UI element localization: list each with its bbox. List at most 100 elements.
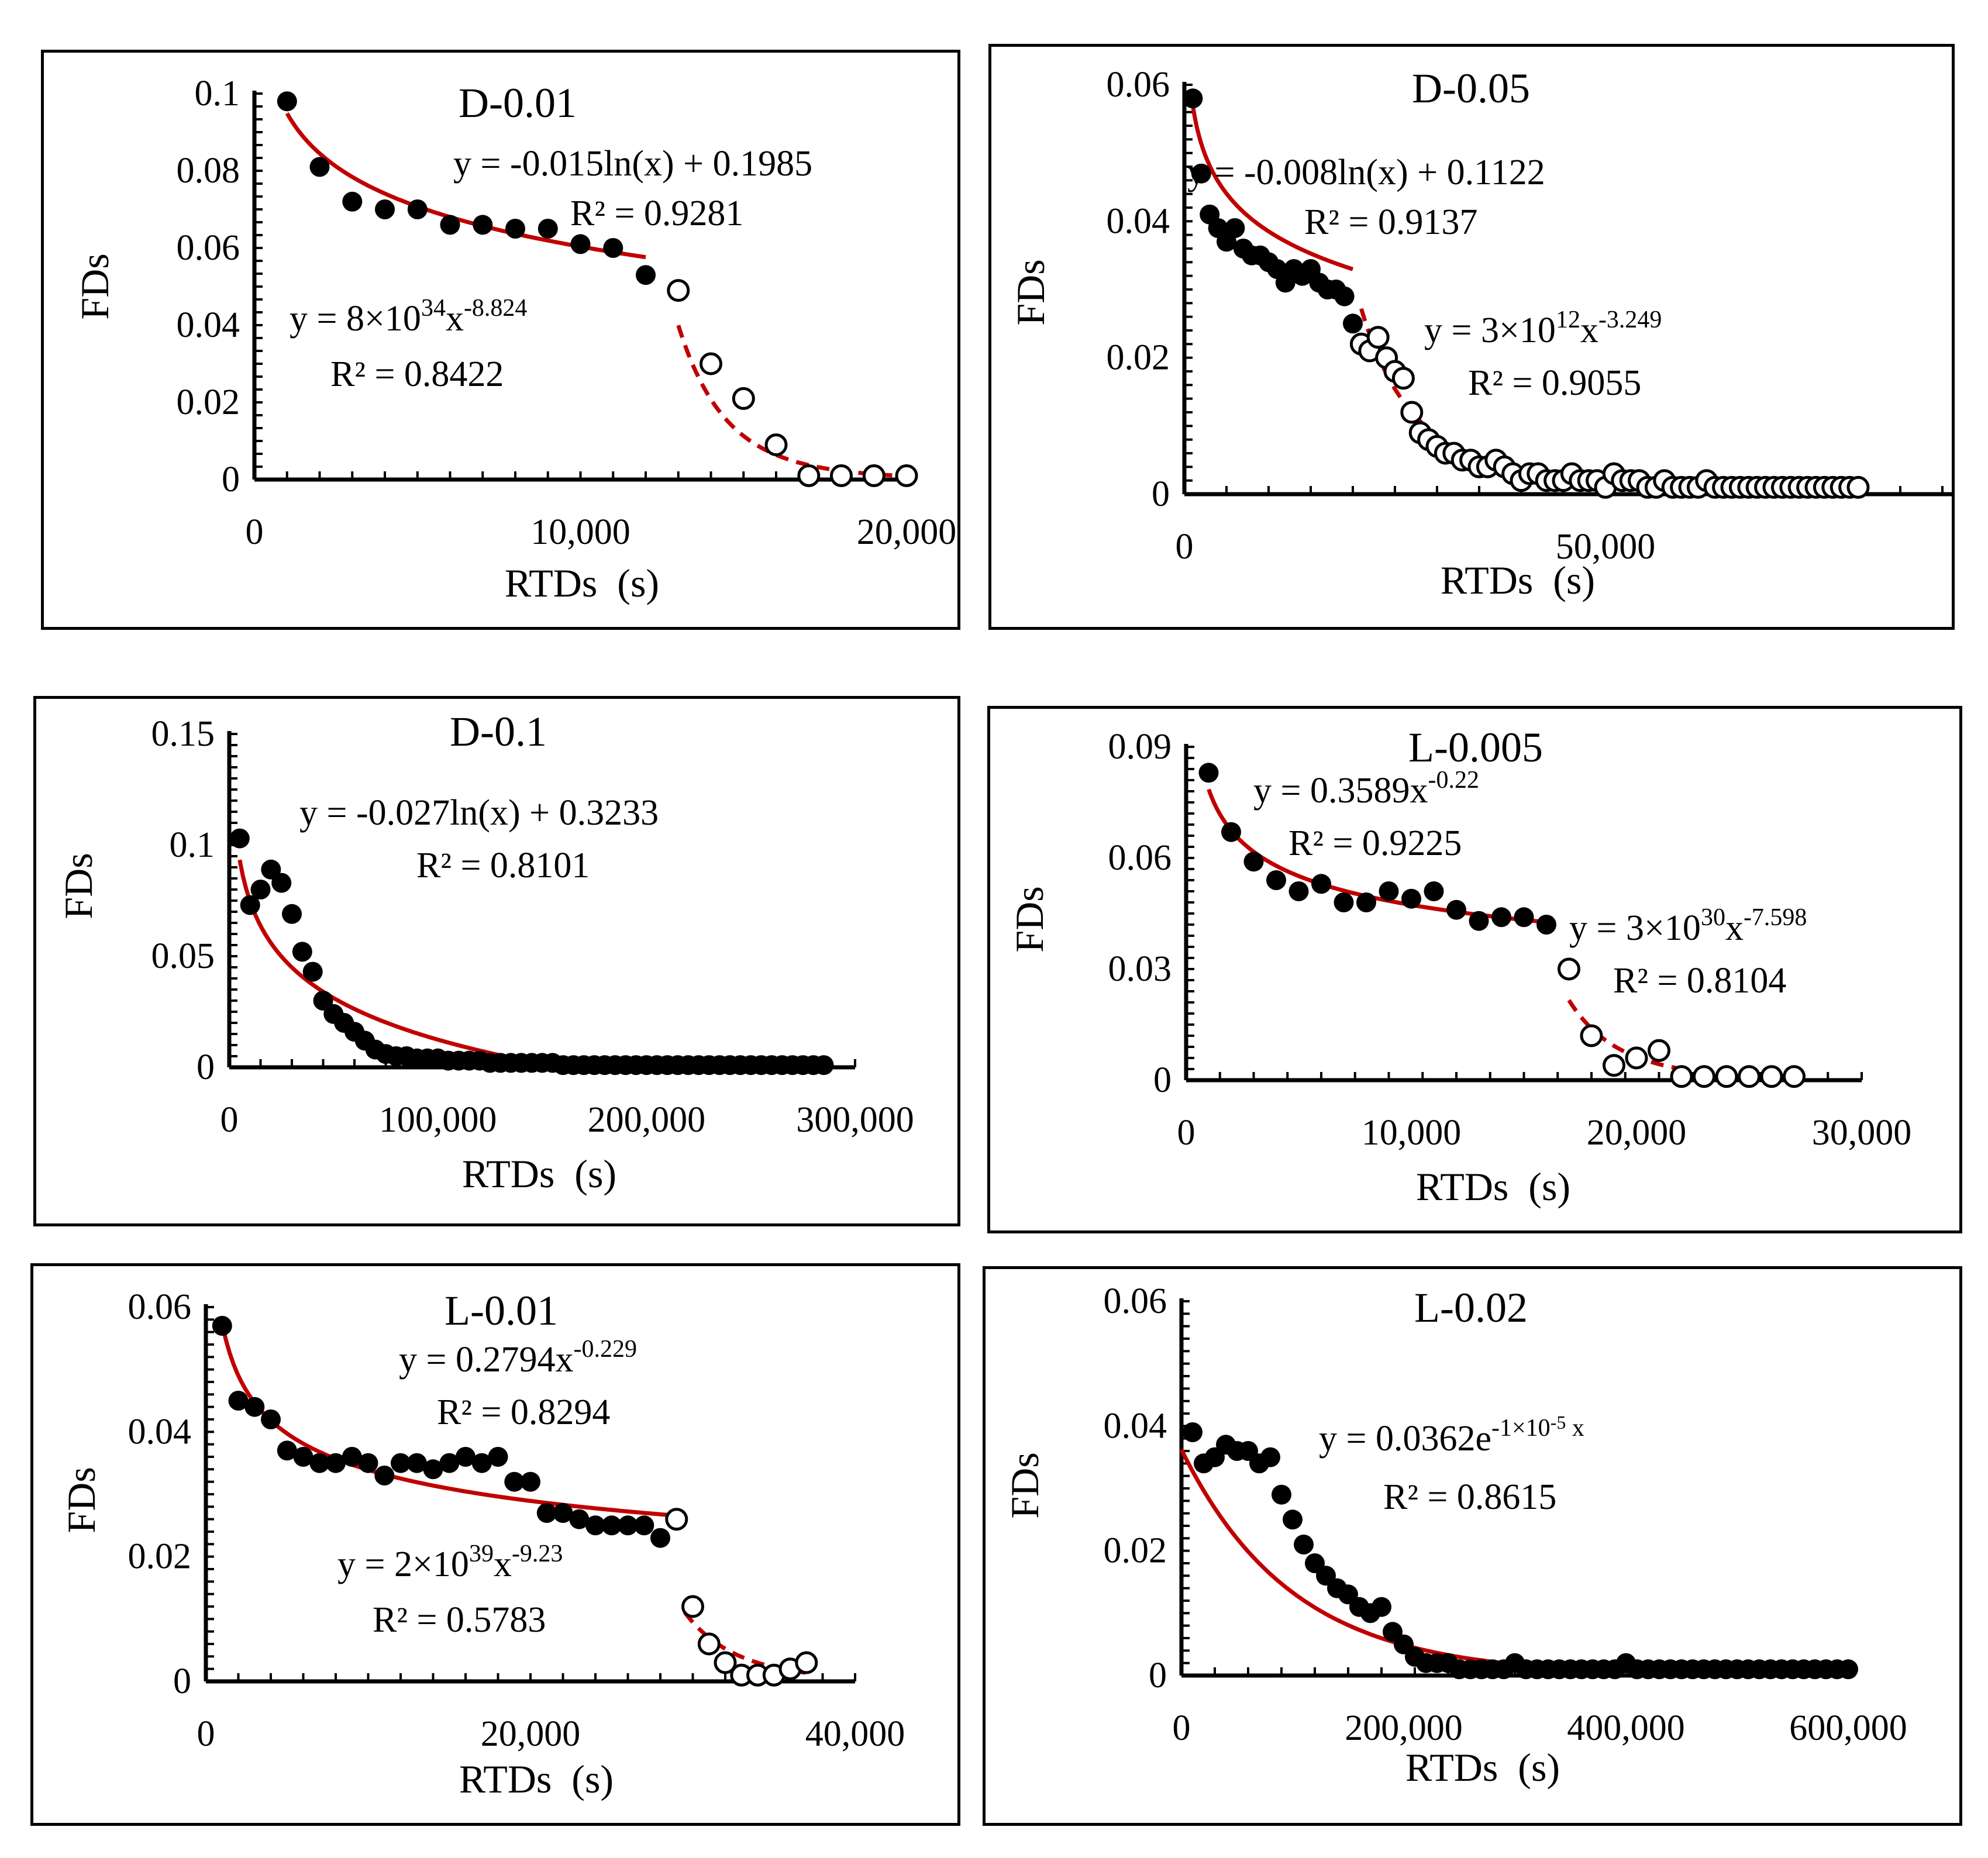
data-point-filled: [391, 1453, 411, 1473]
panel-l-0-005: 0 0.03 0.06 0.09 0 10,000 20,000 30,000 L-0.005…: [987, 706, 1962, 1233]
data-point-filled: [601, 1515, 622, 1536]
data-point-filled: [1334, 892, 1354, 912]
y-tick-label: 0: [1149, 1656, 1167, 1695]
annotation-line: y = 3×1030x-7.598: [1569, 904, 1807, 948]
fit-curve-dashed: [676, 325, 907, 478]
data-point-open: [1693, 1065, 1715, 1088]
data-point-open: [1580, 1024, 1603, 1047]
eq-sup: -0.229: [573, 1336, 637, 1363]
data-point-open: [895, 464, 918, 487]
annotation-line: y = 0.3589x-0.22: [1253, 767, 1479, 811]
data-point-filled: [423, 1459, 443, 1480]
chart-d-0-01: 0 0.02 0.04 0.06 0.08 0.1 0 10,000 20,000 D-0.01…: [73, 74, 956, 605]
data-point-filled: [1260, 1447, 1280, 1467]
y-tick-label: 0.1: [195, 74, 240, 113]
data-point-open: [1603, 1054, 1625, 1077]
x-tick-label: 200,000: [588, 1100, 706, 1140]
x-tick-label: 0: [197, 1714, 215, 1754]
annotation-line: y = 0.0362e-1×10-5 x: [1319, 1412, 1584, 1459]
y-tick-label: 0.06: [128, 1287, 192, 1327]
y-axis-label: FDs: [1002, 1452, 1047, 1518]
data-point-filled: [309, 1453, 330, 1473]
x-tick-label: 0: [220, 1100, 239, 1140]
data-point-filled: [292, 942, 312, 962]
data-point-filled: [585, 1515, 605, 1536]
x-tick-label: 600,000: [1789, 1708, 1907, 1748]
x-tick-label: 100,000: [379, 1100, 497, 1140]
data-point-filled: [1283, 1509, 1303, 1530]
y-axis-label: FDs: [1008, 259, 1053, 325]
data-point-filled: [407, 199, 428, 219]
data-point-open: [681, 1595, 704, 1618]
data-point-filled: [488, 1447, 508, 1467]
data-point-filled: [374, 1466, 395, 1485]
x-axis-label: RTDs (s): [1405, 1745, 1560, 1790]
eq-base: y = 0.0362e: [1319, 1419, 1491, 1459]
y-axis-label: FDs: [1007, 886, 1052, 952]
panel-l-0-01: 0 0.02 0.04 0.06 0 20,000 40,000 L-0.01 y = 0.…: [30, 1263, 960, 1826]
x-tick-label: 300,000: [796, 1100, 914, 1140]
chart-l-0-01: 0 0.02 0.04 0.06 0 20,000 40,000 L-0.01 y = 0.…: [59, 1287, 905, 1801]
data-point-filled: [326, 1453, 346, 1473]
data-point-open: [1715, 1065, 1738, 1088]
data-point-filled: [282, 904, 302, 924]
eq-sup: -8.824: [464, 295, 528, 322]
annotation-line: R² = 0.8422: [330, 354, 504, 394]
data-point-filled: [1401, 888, 1421, 909]
data-point-filled: [471, 1453, 492, 1473]
y-tick-label: 0.04: [1107, 201, 1170, 241]
data-point-filled: [1225, 218, 1245, 238]
data-point-filled: [1243, 852, 1264, 872]
chart-title: D-0.05: [1412, 65, 1530, 112]
eq-base: y = 0.2794x: [399, 1340, 573, 1380]
x-tick-label: 10,000: [1362, 1113, 1462, 1153]
y-tick-label: 0: [1152, 474, 1170, 514]
eq-base: y = 3×10: [1424, 311, 1556, 350]
data-point-filled: [1469, 911, 1489, 931]
data-point-filled: [261, 1409, 281, 1429]
annotation-line: R² = 0.8101: [416, 846, 590, 885]
data-point-filled: [277, 1440, 297, 1461]
data-point-filled: [1379, 881, 1399, 901]
eq-tail: x: [1566, 1415, 1584, 1442]
y-tick-label: 0.04: [1104, 1406, 1167, 1446]
annotation-line: y = 8×1034x-8.824: [290, 295, 527, 339]
fit-curve: [1207, 788, 1547, 925]
data-point-open: [862, 464, 886, 487]
x-axis-label: RTDs (s): [505, 561, 659, 605]
data-point-filled: [1372, 1597, 1391, 1617]
chart-l-0-005: 0 0.03 0.06 0.09 0 10,000 20,000 30,000 L-0.005…: [1007, 724, 1911, 1209]
data-point-filled: [603, 238, 623, 258]
data-point-filled: [1294, 1535, 1314, 1554]
data-point-filled: [293, 1447, 313, 1467]
eq-tail: x: [1580, 311, 1598, 350]
panel-d-0-01: 0 0.02 0.04 0.06 0.08 0.1 0 10,000 20,000 D-0.01…: [41, 50, 960, 630]
data-point-filled: [1183, 88, 1203, 109]
chart-d-0-1: 0 0.05 0.1 0.15 0 100,000 200,000 300,000 D-0.1…: [56, 708, 914, 1196]
eq-sup: -5: [1551, 1412, 1566, 1433]
x-tick-label: 200,000: [1345, 1708, 1463, 1748]
data-point-filled: [1838, 1659, 1858, 1680]
chart-title: L-0.02: [1414, 1284, 1528, 1331]
y-tick-label: 0: [173, 1661, 191, 1701]
panel-d-0-1: 0 0.05 0.1 0.15 0 100,000 200,000 300,000 D-0.1…: [33, 696, 960, 1226]
eq-tail: x: [446, 299, 464, 339]
data-point-filled: [358, 1453, 378, 1473]
data-point-filled: [504, 1471, 525, 1492]
annotation-line: y = 0.2794x-0.229: [399, 1336, 637, 1380]
annotation-line: y = -0.008ln(x) + 0.1122: [1187, 153, 1545, 192]
data-point-filled: [1191, 163, 1211, 184]
data-point-filled: [1272, 1484, 1291, 1505]
data-point-open: [1648, 1039, 1670, 1062]
annotation-line: y = 2×1039x-9.23: [337, 1540, 563, 1584]
y-tick-label: 0.02: [177, 382, 240, 422]
fit-curve: [220, 1322, 677, 1518]
eq-base: y = 8×10: [290, 299, 421, 339]
data-point-open: [1670, 1065, 1693, 1088]
eq-tail: x: [1725, 908, 1744, 948]
chart-title: L-0.005: [1408, 724, 1543, 771]
data-point-filled: [250, 880, 271, 899]
data-point-filled: [473, 215, 493, 235]
data-point-open: [1391, 367, 1415, 390]
data-point-open: [830, 464, 853, 487]
